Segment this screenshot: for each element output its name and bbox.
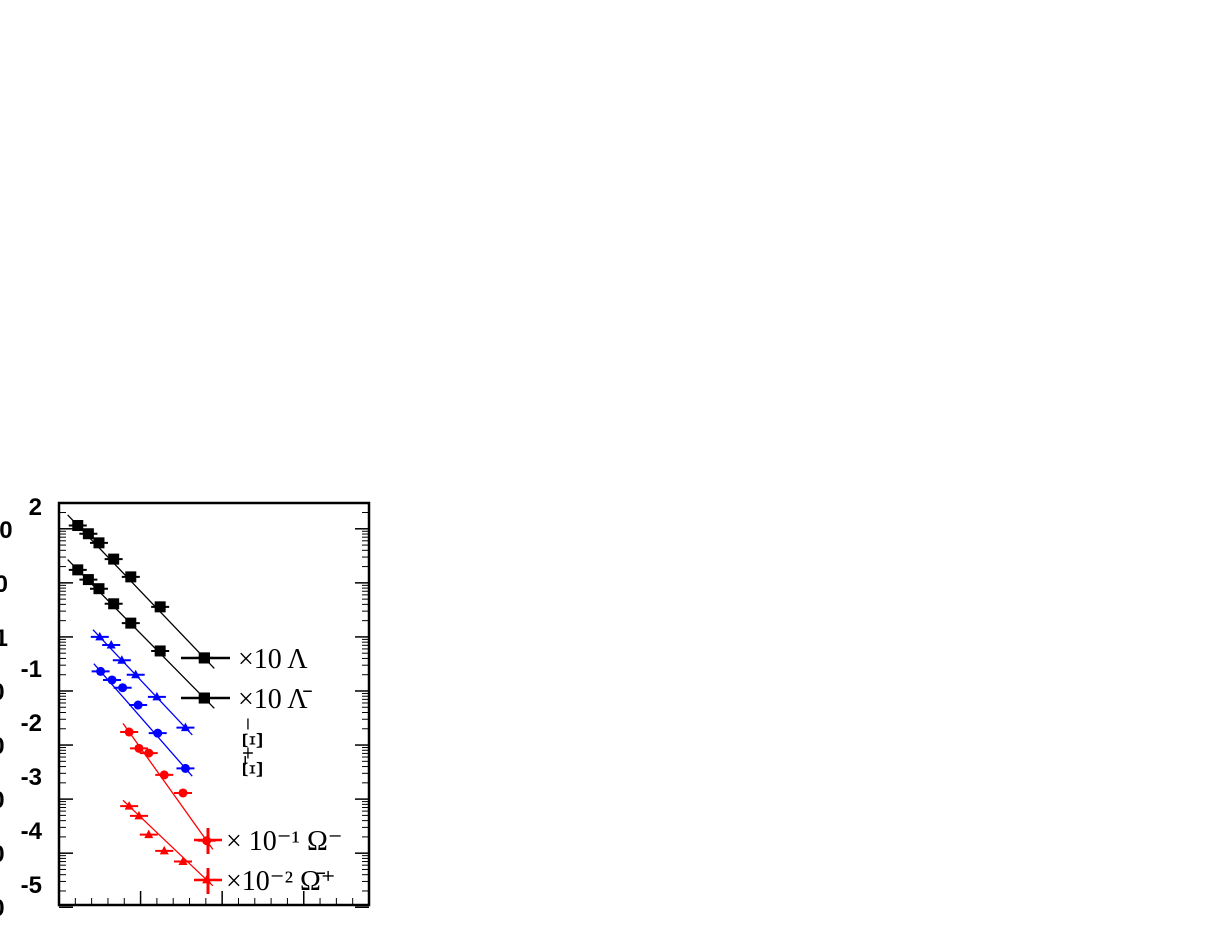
point (72, 564, 84, 576)
trend-line (122, 799, 214, 887)
point (93, 583, 105, 595)
y-tick-exponent: -3 (21, 764, 42, 791)
point (134, 810, 144, 820)
point (96, 666, 106, 676)
point (82, 528, 94, 540)
point (108, 553, 120, 565)
point (125, 571, 137, 583)
y-tick-label: 10 (0, 841, 5, 868)
legend-label: Ξ⁻ (238, 717, 269, 750)
point (124, 801, 134, 810)
point (154, 645, 166, 657)
point (159, 770, 169, 780)
point (153, 728, 163, 738)
point (178, 856, 188, 866)
point (106, 639, 116, 649)
point (133, 700, 143, 710)
point (82, 574, 94, 586)
point (124, 727, 134, 737)
legend-label: × 10⁻¹ Ω⁻ (226, 826, 343, 857)
y-tick-label: 10 (0, 679, 5, 706)
series (120, 722, 216, 850)
y-tick-exponent: -4 (21, 818, 43, 845)
y-tick-exponent: 2 (29, 494, 42, 521)
point (118, 683, 128, 693)
legend-label: ×10 Λ̄ (238, 684, 313, 715)
y-tick-exponent: -5 (21, 872, 42, 899)
point (154, 601, 166, 613)
point (144, 829, 154, 839)
y-tick-exponent: -2 (21, 710, 42, 737)
point (117, 655, 127, 664)
legend-label: Ξ̄⁺ (238, 746, 269, 779)
legend-label: ×10 Λ (238, 644, 308, 675)
legend-label: ×10⁻² Ω̄⁺ (226, 866, 336, 897)
point (180, 722, 190, 732)
y-tick-exponent: -1 (21, 656, 42, 683)
y-tick-label: 10 (0, 895, 5, 922)
point (159, 845, 169, 855)
series (91, 663, 195, 777)
point (107, 675, 117, 685)
point (180, 763, 190, 773)
point (125, 617, 137, 629)
y-tick-label: 1 (0, 625, 8, 652)
legend-marker (199, 692, 210, 704)
series (120, 799, 216, 887)
point (144, 748, 154, 758)
y-tick-label: 10 (0, 733, 5, 760)
series (67, 514, 215, 669)
series (67, 559, 215, 709)
point (152, 691, 162, 701)
y-tick-label: 10 (0, 571, 8, 598)
point (178, 788, 188, 798)
point (72, 520, 84, 532)
legend-marker (199, 652, 210, 664)
trend-line (122, 722, 214, 850)
point (131, 669, 141, 679)
y-tick-label: 10 (0, 517, 13, 544)
plot-frame (57, 501, 371, 907)
point (134, 743, 144, 753)
point (93, 537, 105, 549)
series (90, 629, 195, 736)
trend-line (67, 514, 215, 669)
y-tick-label: 10 (0, 787, 5, 814)
point (95, 631, 105, 641)
point (108, 598, 120, 610)
